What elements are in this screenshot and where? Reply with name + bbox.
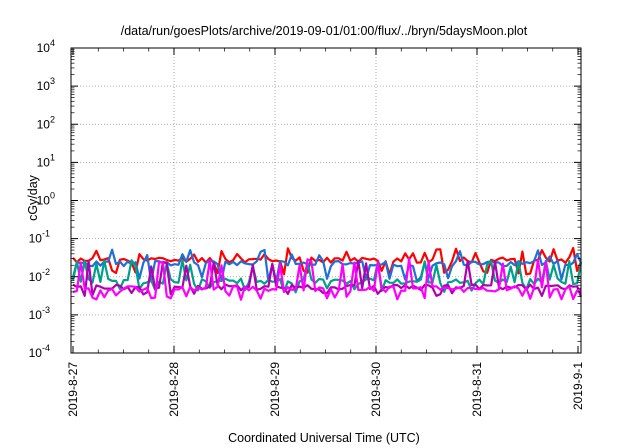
y-tick-label: 104 (37, 38, 55, 55)
y-tick-labels: 10-4 10-3 10-2 10-1 100 101 102 103 104 (29, 38, 55, 360)
y-tick-label: 101 (37, 152, 55, 169)
x-tick-label: 2019-8-31 (470, 362, 484, 417)
x-tick-label: 2019-8-30 (369, 362, 383, 417)
y-tick-label: 10-1 (29, 229, 50, 246)
x-tick-label: 2019-8-27 (66, 362, 80, 417)
series-line-2 (71, 259, 583, 294)
series-layer (71, 246, 583, 301)
y-tick-label: 102 (37, 114, 55, 131)
series-line-4 (72, 257, 582, 301)
ticks (71, 47, 581, 354)
x-tick-label: 2019-9-1 (571, 362, 585, 410)
chart-title: /data/run/goesPlots/archive/2019-09-01/0… (121, 24, 528, 38)
x-tick-label: 2019-8-29 (268, 362, 282, 417)
y-tick-label: 103 (37, 76, 55, 93)
x-tick-label: 2019-8-28 (167, 362, 181, 417)
series-line-3 (72, 259, 583, 298)
y-axis-label: cGy/day (26, 174, 40, 221)
y-tick-label: 10-3 (29, 305, 50, 322)
series-line-1 (71, 248, 583, 283)
x-tick-labels: 2019-8-27 2019-8-28 2019-8-29 2019-8-30 2019… (66, 362, 585, 417)
x-axis-label: Coordinated Universal Time (UTC) (228, 431, 420, 445)
y-tick-label: 100 (37, 191, 55, 208)
series-line-0 (72, 246, 583, 276)
y-tick-label: 10-2 (29, 267, 50, 284)
y-tick-label: 10-4 (29, 343, 50, 360)
